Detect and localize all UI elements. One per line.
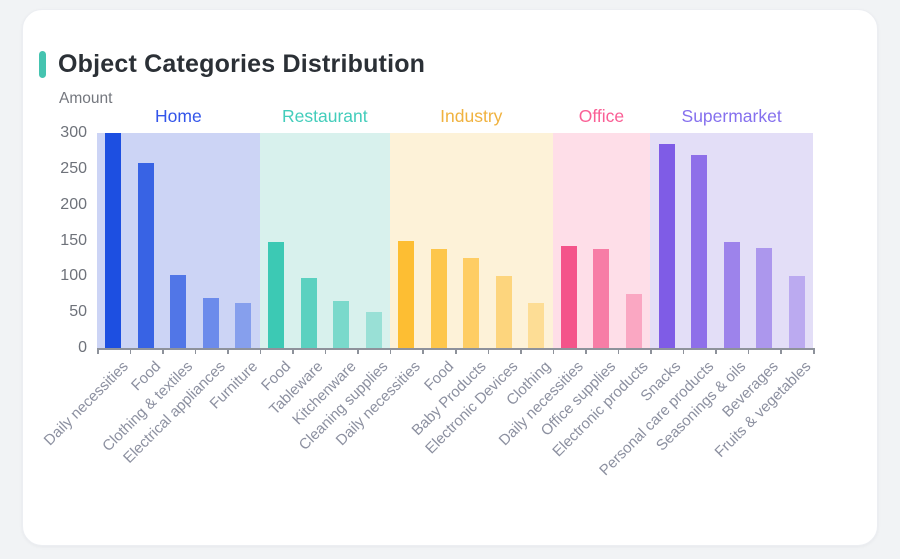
bar-kitchenware[interactable] [333, 301, 350, 348]
group-label-office: Office [578, 106, 625, 126]
x-axis-tick [520, 348, 522, 354]
bar-beverages[interactable] [756, 247, 773, 348]
x-axis-tick [194, 348, 197, 354]
group-label-industry: Industry [440, 106, 503, 126]
x-axis-tick [747, 348, 750, 354]
bar-electronic-devices[interactable] [495, 276, 512, 348]
x-axis-tick [389, 348, 392, 354]
group-label-home: Home [155, 106, 202, 126]
bar-snacks[interactable] [658, 143, 675, 348]
x-axis-tick [682, 348, 685, 354]
x-axis-tick [129, 348, 132, 354]
x-axis-tick [227, 348, 229, 354]
page-title: Object Categories Distribution [58, 50, 426, 78]
y-axis-tick-label: 200 [60, 195, 87, 213]
bar-baby-products[interactable] [463, 257, 480, 348]
card-header: Object Categories Distribution [39, 50, 425, 79]
title-accent-bar [39, 51, 46, 78]
x-axis-tick [715, 348, 717, 354]
y-axis-tick-label: 100 [60, 267, 87, 285]
x-axis-tick [552, 348, 555, 354]
y-axis-tick-label: 150 [60, 231, 87, 249]
bar-furniture[interactable] [235, 302, 252, 348]
x-axis-tick [422, 348, 424, 354]
x-axis-tick [97, 348, 99, 354]
x-axis-tick [259, 348, 262, 354]
y-axis-tick-label: 0 [78, 339, 87, 356]
bar-daily-necessities[interactable] [398, 240, 415, 348]
x-axis-tick [487, 348, 490, 354]
bar-food[interactable] [430, 249, 447, 348]
bar-office-supplies[interactable] [593, 249, 610, 348]
y-axis-tick-label: 50 [69, 303, 87, 321]
group-label-supermarket: Supermarket [681, 106, 782, 126]
x-axis-tick [455, 348, 457, 354]
x-axis-tick [357, 348, 359, 354]
x-axis-tick [780, 348, 782, 354]
bar-fruits-vegetables[interactable] [788, 275, 805, 348]
x-axis-tick [324, 348, 327, 354]
x-axis-tick [585, 348, 587, 354]
bar-chart: 0 50 100 150 200 250 300 Home Daily necessities F… [23, 10, 879, 547]
bar-daily-necessities[interactable] [560, 246, 577, 348]
y-axis-tick-label: 250 [60, 159, 87, 177]
bar-personal-care-products[interactable] [691, 154, 708, 348]
bar-cleaning-supplies[interactable] [365, 312, 382, 348]
bar-clothing[interactable] [528, 302, 545, 348]
x-axis-tick [617, 348, 620, 354]
bar-clothing-textiles[interactable] [170, 274, 187, 348]
y-axis-name: Amount [59, 90, 113, 107]
y-axis-tick-label: 300 [60, 124, 87, 141]
x-axis-tick [292, 348, 294, 354]
bar-daily-necessities[interactable] [105, 133, 122, 348]
x-axis-tick [813, 348, 815, 354]
bar-food[interactable] [268, 241, 284, 348]
bar-seasonings-oils[interactable] [723, 241, 740, 348]
x-axis-tick [650, 348, 652, 354]
bar-electrical-appliances[interactable] [202, 297, 219, 348]
group-label-restaurant: Restaurant [282, 106, 368, 126]
bar-food[interactable] [137, 163, 154, 348]
bar-electronic-products[interactable] [626, 294, 642, 348]
bar-tableware[interactable] [300, 277, 317, 348]
x-axis-tick [162, 348, 164, 354]
